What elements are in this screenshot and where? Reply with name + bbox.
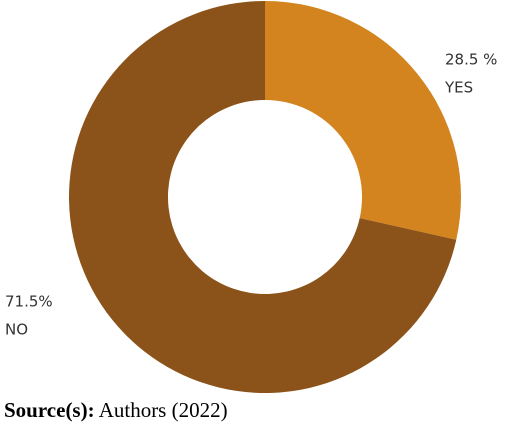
category-label: NO [5,321,28,339]
category-label: YES [444,79,473,97]
slice [69,1,457,394]
source: Source(s): Authors (2022) [4,398,228,423]
source-label: Source(s): [4,398,95,422]
chart: 28.5 % YES 71.5% NO [5,1,497,394]
value-label: 71.5% [5,293,53,311]
value-label: 28.5 % [445,51,497,69]
slice [265,1,462,240]
source-text: Authors (2022) [98,398,228,422]
